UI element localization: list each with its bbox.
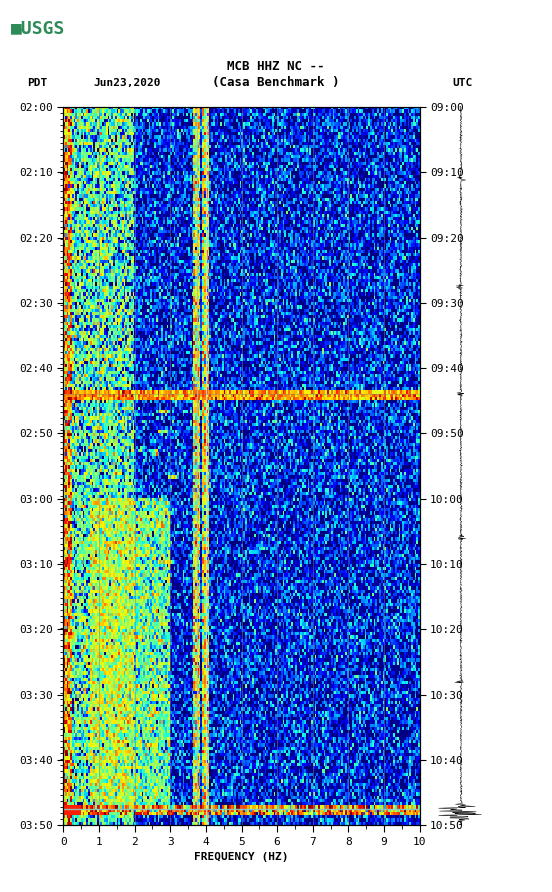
Text: ■USGS: ■USGS: [11, 20, 66, 37]
Text: MCB HHZ NC --: MCB HHZ NC --: [227, 61, 325, 73]
X-axis label: FREQUENCY (HZ): FREQUENCY (HZ): [194, 853, 289, 863]
Text: (Casa Benchmark ): (Casa Benchmark ): [213, 77, 339, 89]
Text: PDT: PDT: [28, 78, 48, 88]
Text: Jun23,2020: Jun23,2020: [94, 78, 161, 88]
Text: UTC: UTC: [453, 78, 473, 88]
